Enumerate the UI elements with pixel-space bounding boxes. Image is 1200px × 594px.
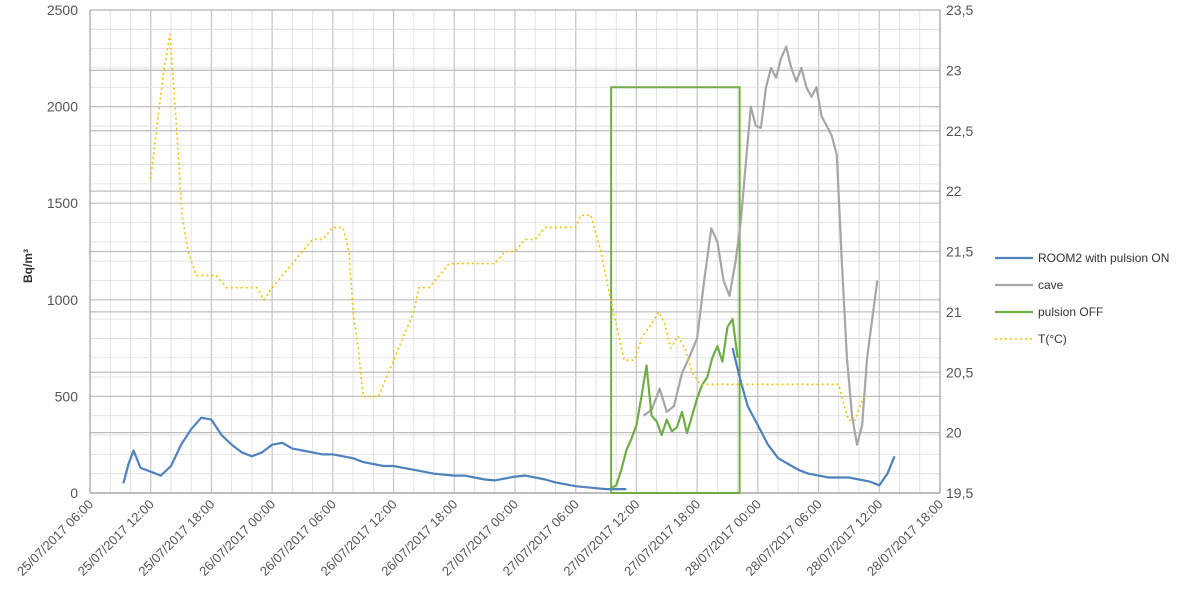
- grid: [89, 9, 941, 494]
- y-tick-label: 0: [70, 485, 78, 501]
- annotations: [610, 86, 741, 494]
- y-axis-label: Bq/m³: [21, 249, 35, 283]
- y2-tick-label: 23: [946, 62, 962, 78]
- series-line-room2-with-pulsion-on: [731, 347, 896, 487]
- legend: ROOM2 with pulsion ON cave pulsion OFF T(°C…: [995, 251, 1169, 346]
- y2-tick-label: 23,5: [946, 2, 973, 18]
- y2-tick-label: 20: [946, 425, 962, 441]
- y-tick-label: 500: [55, 388, 79, 404]
- y-tick-label: 2500: [47, 2, 78, 18]
- y-tick-label: 2000: [47, 99, 78, 115]
- series-line-cave: [642, 45, 879, 446]
- y-tick-label: 1000: [47, 292, 78, 308]
- y-tick-label: 1500: [47, 195, 78, 211]
- y2-tick-label: 19,5: [946, 485, 973, 501]
- y2-tick-label: 21,5: [946, 244, 973, 260]
- series-line-pulsion-off: [610, 318, 739, 490]
- y2-tick-label: 20,5: [946, 364, 973, 380]
- series-line-room2-with-pulsion-on: [122, 416, 627, 491]
- y2-tick-label: 21: [946, 304, 962, 320]
- legend-label: T(°C): [1038, 332, 1067, 346]
- legend-label: ROOM2 with pulsion ON: [1038, 251, 1169, 265]
- plot-frame: [89, 10, 941, 494]
- series-line-t-c: [149, 33, 865, 422]
- series: [122, 33, 896, 491]
- axes: 0 500 1000 1500 2000 2500 19,5 20 20,5 21 21,5 22 22…: [14, 2, 974, 579]
- legend-label: pulsion OFF: [1038, 305, 1103, 319]
- legend-label: cave: [1038, 278, 1064, 292]
- pulsion-off-rectangle: [610, 86, 741, 494]
- y2-tick-label: 22: [946, 183, 962, 199]
- y2-tick-label: 22,5: [946, 123, 973, 139]
